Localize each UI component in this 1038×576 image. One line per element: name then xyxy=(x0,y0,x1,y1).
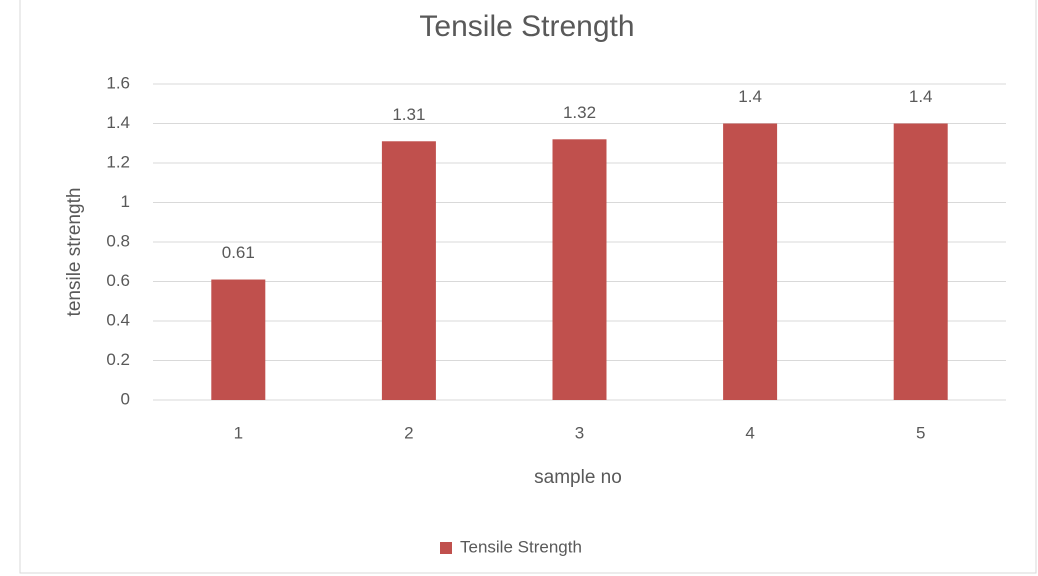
bar xyxy=(381,141,436,400)
x-tick-label: 3 xyxy=(575,423,584,442)
x-tick-label: 4 xyxy=(745,423,754,442)
y-tick-label: 0 xyxy=(121,389,130,408)
bar xyxy=(893,123,948,400)
y-tick-label: 0.4 xyxy=(106,310,130,329)
x-tick-label: 5 xyxy=(916,423,925,442)
legend-label: Tensile Strength xyxy=(460,537,582,556)
x-tick-label: 2 xyxy=(404,423,413,442)
data-label: 1.31 xyxy=(392,105,425,124)
chart-title: Tensile Strength xyxy=(419,10,634,43)
y-axis-label: tensile strength xyxy=(64,188,85,317)
y-tick-label: 1.2 xyxy=(106,152,130,171)
y-tick-label: 1 xyxy=(121,192,130,211)
data-label: 1.4 xyxy=(909,87,933,106)
y-tick-label: 1.4 xyxy=(106,113,130,132)
y-tick-label: 0.2 xyxy=(106,350,130,369)
bar xyxy=(552,139,607,401)
data-label: 1.32 xyxy=(563,103,596,122)
chart-frame xyxy=(19,0,1037,574)
bar xyxy=(211,279,266,400)
data-label: 0.61 xyxy=(222,243,255,262)
y-tick-label: 0.8 xyxy=(106,231,130,250)
data-label: 1.4 xyxy=(738,87,762,106)
y-tick-label: 0.6 xyxy=(106,271,130,290)
x-tick-label: 1 xyxy=(234,423,243,442)
y-tick-label: 1.6 xyxy=(106,73,130,92)
x-axis-label: sample no xyxy=(534,467,622,488)
bar xyxy=(723,123,778,400)
legend-swatch xyxy=(440,542,452,554)
